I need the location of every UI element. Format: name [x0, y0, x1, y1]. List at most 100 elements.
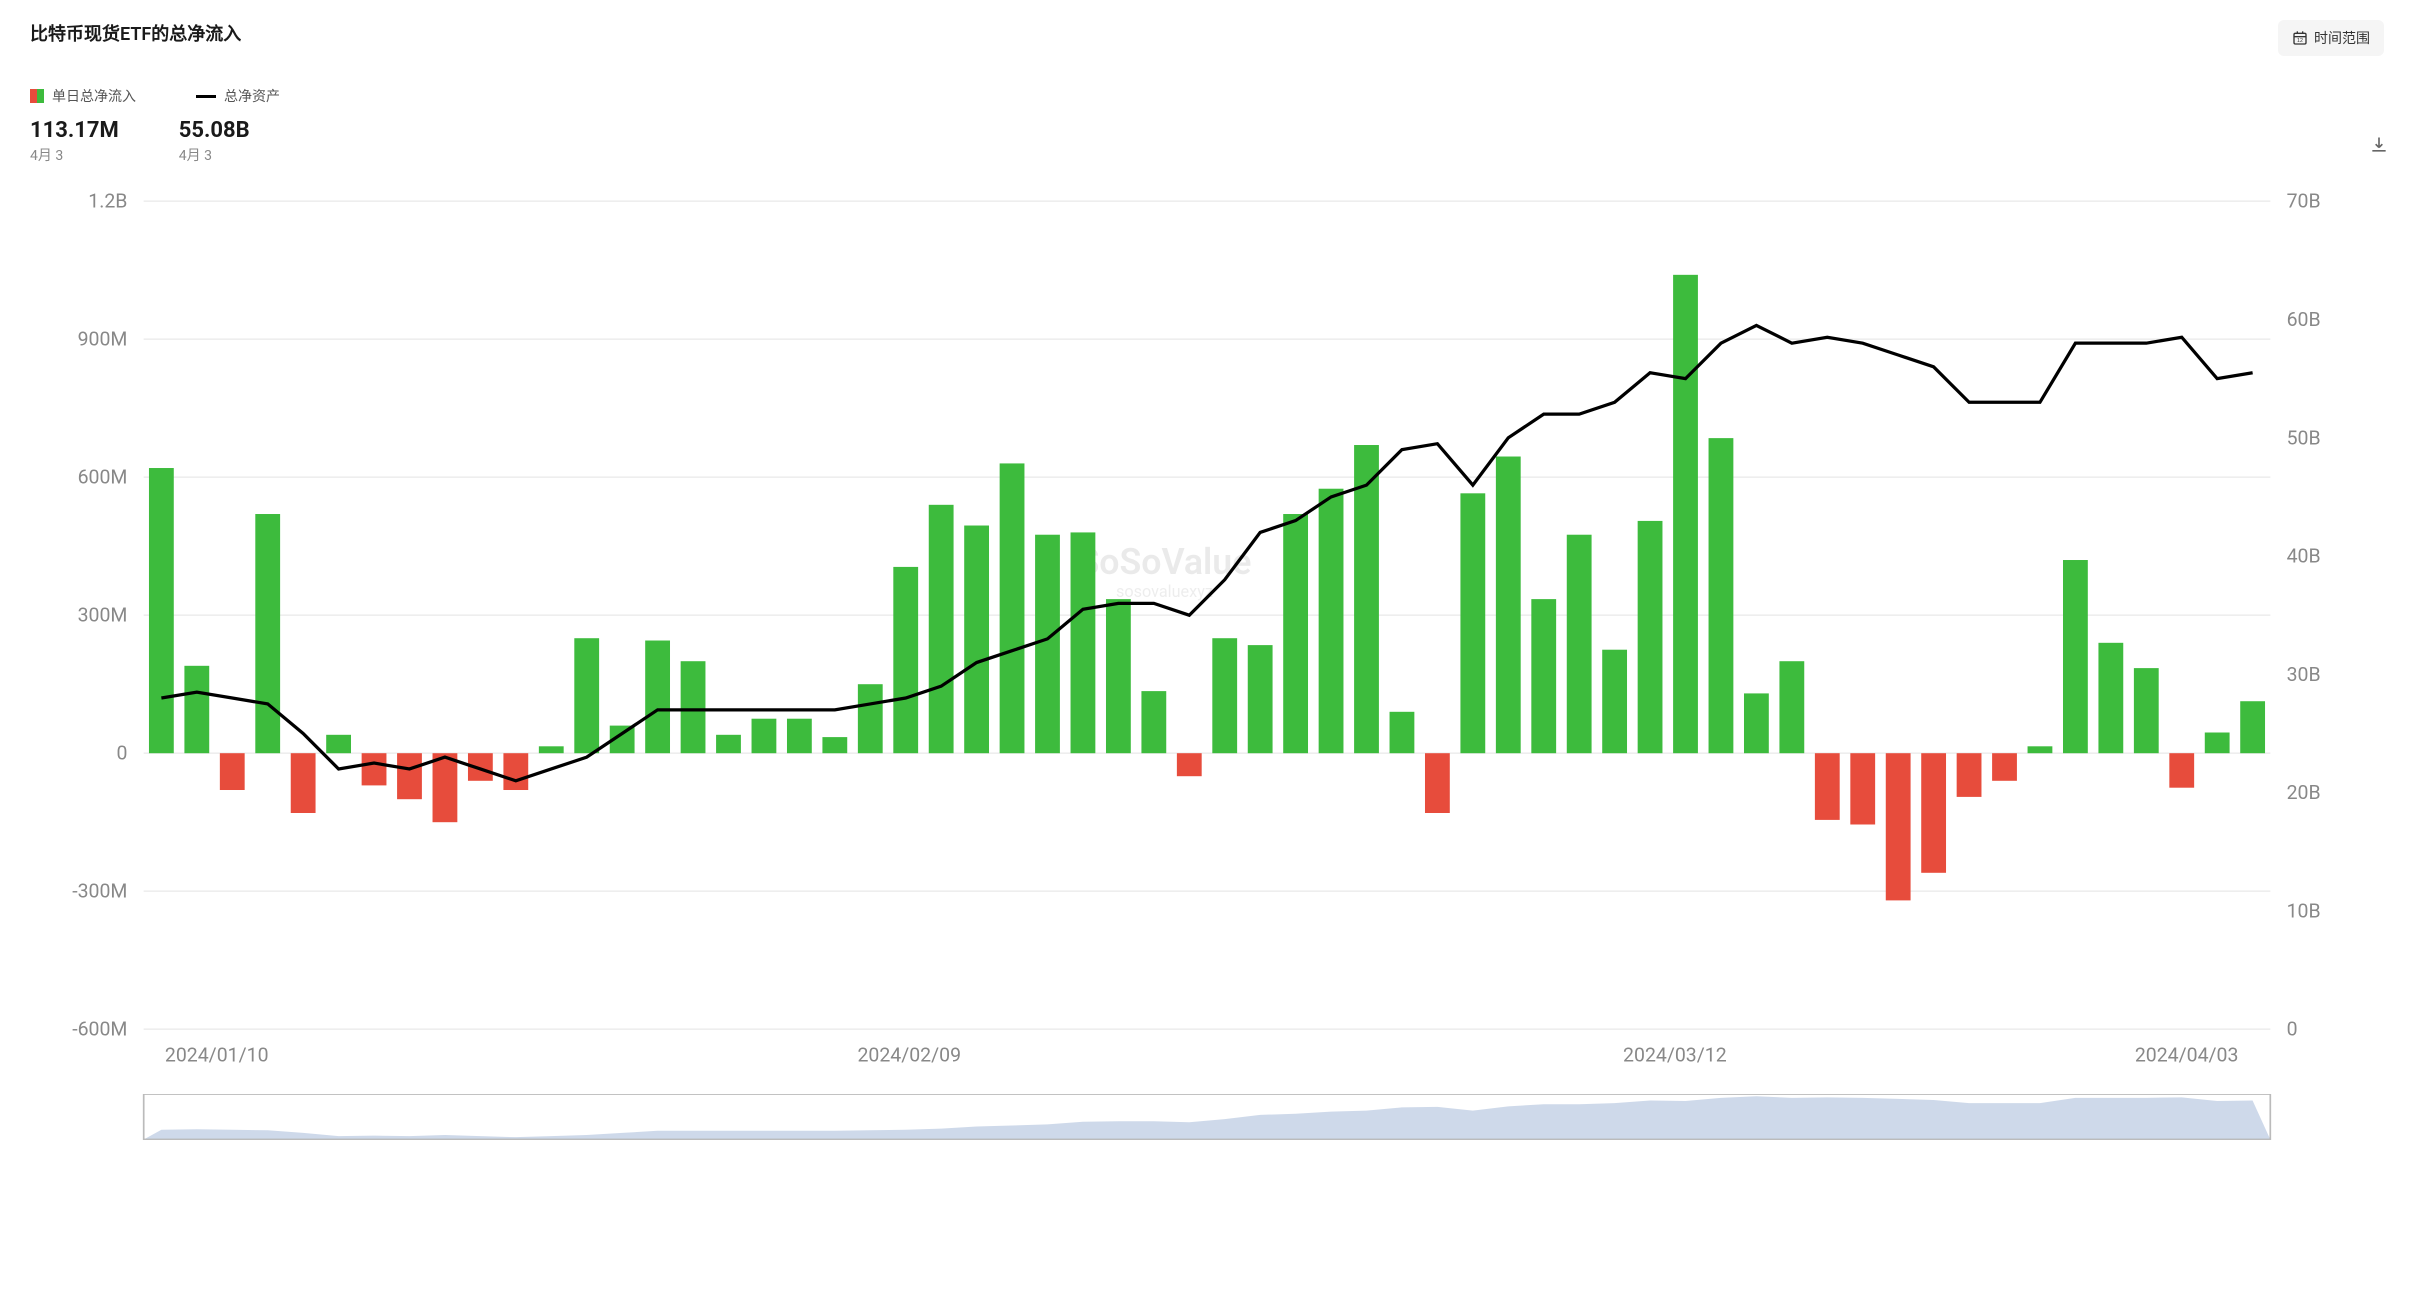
page-title: 比特币现货ETF的总净流入: [30, 20, 241, 46]
main-chart[interactable]: -600M -300M 0 300M 600M 900M 1.2B 0 10B 20B 30B 40B…: [30, 185, 2384, 1094]
bar[interactable]: [1921, 753, 1946, 873]
bar[interactable]: [326, 735, 351, 753]
bar[interactable]: [716, 735, 741, 753]
bar[interactable]: [255, 514, 280, 753]
svg-text:40B: 40B: [2287, 545, 2321, 568]
bar[interactable]: [149, 468, 174, 753]
svg-text:50B: 50B: [2287, 426, 2321, 449]
bar[interactable]: [184, 666, 209, 753]
stat-netinflow: 113.17M 4月 3: [30, 118, 119, 165]
stat-value-1: 113.17M: [30, 118, 119, 143]
bar[interactable]: [1425, 753, 1450, 813]
bar[interactable]: [1673, 275, 1698, 753]
bar[interactable]: [1531, 599, 1556, 753]
bar[interactable]: [1779, 661, 1804, 753]
svg-text:70B: 70B: [2287, 190, 2321, 213]
bar[interactable]: [1992, 753, 2017, 781]
stats-row: 113.17M 4月 3 55.08B 4月 3: [30, 118, 2384, 165]
bar[interactable]: [2134, 668, 2159, 753]
svg-text:30B: 30B: [2287, 663, 2321, 686]
bar[interactable]: [397, 753, 422, 799]
legend: 单日总净流入 总净资产: [30, 86, 2384, 106]
legend-item-netassets[interactable]: 总净资产: [196, 86, 280, 106]
bar[interactable]: [964, 526, 989, 754]
bar[interactable]: [574, 638, 599, 753]
bar[interactable]: [1744, 693, 1769, 753]
bar[interactable]: [433, 753, 458, 822]
bar[interactable]: [1390, 712, 1415, 753]
bar[interactable]: [1957, 753, 1982, 797]
bar[interactable]: [291, 753, 316, 813]
svg-text:600M: 600M: [78, 466, 128, 489]
bar[interactable]: [645, 641, 670, 754]
stat-netassets: 55.08B 4月 3: [179, 118, 250, 165]
stat-date-2: 4月 3: [179, 145, 250, 165]
bar[interactable]: [1071, 532, 1096, 753]
svg-text:12: 12: [2297, 38, 2303, 44]
svg-text:10B: 10B: [2287, 899, 2321, 922]
bar[interactable]: [1283, 514, 1308, 753]
bar[interactable]: [1460, 493, 1485, 753]
time-range-label: 时间范围: [2314, 28, 2370, 48]
bar[interactable]: [2205, 733, 2230, 754]
bar[interactable]: [1212, 638, 1237, 753]
bar[interactable]: [539, 746, 564, 753]
legend-marker-line: [196, 95, 216, 98]
svg-text:sosovaluexyz: sosovaluexyz: [1116, 582, 1213, 601]
download-icon[interactable]: [2369, 135, 2389, 159]
svg-text:2024/01/10: 2024/01/10: [165, 1044, 269, 1067]
svg-text:300M: 300M: [78, 604, 128, 627]
svg-text:60B: 60B: [2287, 308, 2321, 331]
bar[interactable]: [1177, 753, 1202, 776]
bar[interactable]: [2169, 753, 2194, 787]
bar[interactable]: [681, 661, 706, 753]
bar[interactable]: [1709, 438, 1734, 753]
legend-label-1: 单日总净流入: [52, 86, 136, 106]
bar[interactable]: [2098, 643, 2123, 753]
svg-text:2024/04/03: 2024/04/03: [2135, 1044, 2239, 1067]
bar[interactable]: [858, 684, 883, 753]
calendar-icon: 12: [2292, 30, 2308, 46]
bar[interactable]: [2028, 746, 2053, 753]
bar[interactable]: [1319, 489, 1344, 753]
bar[interactable]: [787, 719, 812, 753]
bar[interactable]: [1000, 463, 1025, 753]
stat-date-1: 4月 3: [30, 145, 119, 165]
brush-selector[interactable]: [30, 1094, 2384, 1139]
time-range-button[interactable]: 12 时间范围: [2278, 20, 2384, 56]
legend-marker-bar: [30, 89, 44, 103]
svg-text:2024/03/12: 2024/03/12: [1623, 1044, 1727, 1067]
bar[interactable]: [1354, 445, 1379, 753]
svg-text:2024/02/09: 2024/02/09: [857, 1044, 961, 1067]
bar[interactable]: [1602, 650, 1627, 753]
legend-label-2: 总净资产: [224, 86, 280, 106]
bar[interactable]: [1496, 457, 1521, 754]
svg-text:-600M: -600M: [72, 1018, 127, 1041]
bar[interactable]: [1815, 753, 1840, 820]
bar[interactable]: [893, 567, 918, 753]
svg-text:900M: 900M: [78, 328, 128, 351]
svg-text:0: 0: [2287, 1018, 2298, 1041]
bar[interactable]: [1886, 753, 1911, 900]
bar[interactable]: [929, 505, 954, 753]
bar[interactable]: [1248, 645, 1273, 753]
svg-text:1.2B: 1.2B: [88, 190, 127, 213]
bar[interactable]: [752, 719, 777, 753]
bar[interactable]: [1141, 691, 1166, 753]
svg-text:0: 0: [116, 742, 127, 765]
bar[interactable]: [2063, 560, 2088, 753]
bar[interactable]: [2240, 701, 2265, 753]
bar[interactable]: [1035, 535, 1060, 753]
bar[interactable]: [1850, 753, 1875, 824]
stat-value-2: 55.08B: [179, 118, 250, 143]
svg-text:20B: 20B: [2287, 781, 2321, 804]
bar[interactable]: [362, 753, 387, 785]
legend-item-netinflow[interactable]: 单日总净流入: [30, 86, 136, 106]
bar[interactable]: [1567, 535, 1592, 753]
bar[interactable]: [1106, 599, 1131, 753]
bar[interactable]: [822, 737, 847, 753]
bar[interactable]: [220, 753, 245, 790]
bar[interactable]: [503, 753, 528, 790]
bar[interactable]: [1638, 521, 1663, 753]
svg-text:-300M: -300M: [72, 880, 127, 903]
